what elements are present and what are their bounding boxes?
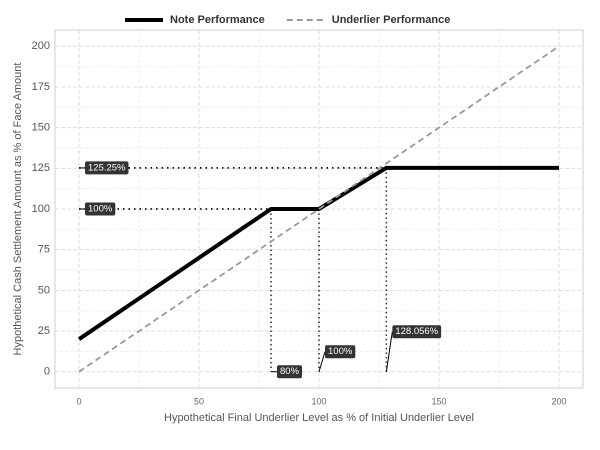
y-tick-label: 50 — [38, 284, 50, 296]
leader-line — [318, 351, 326, 372]
x-tick-label: 0 — [76, 396, 81, 406]
annotation-text: 100% — [88, 204, 113, 215]
y-tick-label: 125 — [32, 162, 50, 174]
annotation-text: 100% — [328, 346, 353, 357]
series-line — [78, 45, 560, 373]
annotation-label: 125.25% — [85, 161, 129, 175]
y-tick-label: 175 — [32, 81, 50, 93]
annotation-label: 80% — [277, 365, 303, 379]
annotation-box — [325, 345, 356, 359]
y-tick-label: 0 — [44, 366, 50, 378]
y-tick-label: 200 — [32, 40, 50, 52]
y-tick-label: 150 — [32, 122, 50, 134]
annotation-box — [85, 161, 129, 175]
y-tick-label: 75 — [38, 244, 50, 256]
annotation-label: 128.056% — [392, 325, 442, 339]
annotation-label: 100% — [85, 202, 116, 216]
x-tick-label: 50 — [194, 396, 204, 406]
y-tick-label: 100 — [32, 203, 50, 215]
y-tick-label: 25 — [38, 325, 50, 337]
legend-label: Note Performance — [170, 14, 265, 26]
x-axis-title: Hypothetical Final Underlier Level as % … — [164, 412, 474, 424]
x-tick-label: 150 — [431, 396, 446, 406]
x-tick-label: 200 — [551, 396, 566, 406]
annotation-box — [277, 365, 303, 379]
annotation-box — [85, 202, 116, 216]
x-tick-label: 100 — [311, 396, 326, 406]
legend-label: Underlier Performance — [332, 14, 451, 26]
annotation-text: 125.25% — [88, 162, 126, 173]
annotation-label: 100% — [325, 345, 356, 359]
y-axis-title: Hypothetical Cash Settlement Amount as %… — [12, 63, 24, 356]
annotation-box — [392, 325, 442, 339]
leader-line — [385, 331, 393, 372]
annotation-text: 128.056% — [395, 326, 438, 337]
series-line — [77, 165, 559, 341]
annotation-text: 80% — [280, 366, 300, 377]
